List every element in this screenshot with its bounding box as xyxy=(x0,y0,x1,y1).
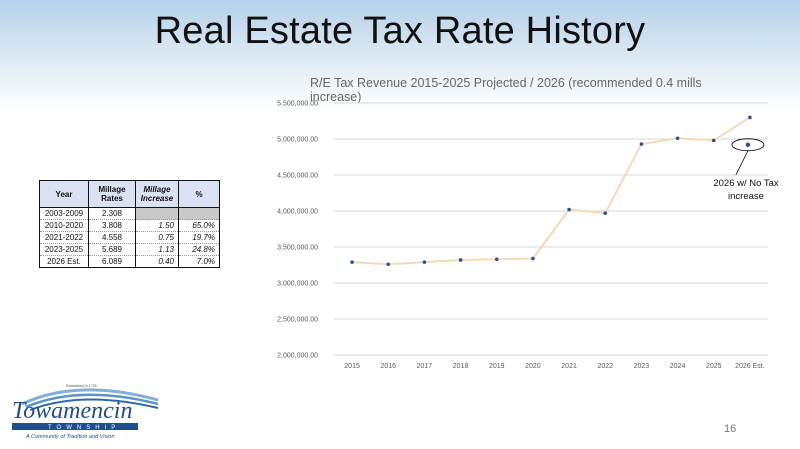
y-tick-label: 5,000,000.00 xyxy=(277,137,318,144)
data-point xyxy=(422,260,427,264)
x-axis-ticks: 2015 2016 2017 2018 2019 2020 2021 2022 2023 2024… xyxy=(344,363,764,370)
no-increase-point xyxy=(745,142,751,147)
millage-table: Year Millage Rates Millage Increase % 20… xyxy=(39,180,220,268)
logo-band xyxy=(12,423,138,430)
table-row: 2010-2020 3.808 1.50 65.0% xyxy=(39,219,220,232)
logo-graphic: Established in 1728 Towamencin TOWNSHIP … xyxy=(12,384,159,440)
data-point xyxy=(748,115,752,120)
cell-percent: 65.0% xyxy=(178,219,220,232)
y-tick-label: 2,000,000.00 xyxy=(277,353,318,360)
y-tick-label: 2,500,000.00 xyxy=(277,317,318,324)
revenue-series-line xyxy=(352,116,751,266)
logo-tagline: A Community of Tradition and Vision xyxy=(25,434,115,440)
millage-table-header: Year Millage Rates Millage Increase % xyxy=(39,180,220,208)
logo-arc xyxy=(29,398,159,411)
x-tick-label: 2015 xyxy=(344,363,360,370)
data-point xyxy=(531,256,535,261)
no-increase-marker xyxy=(731,138,765,175)
cell-percent: 24.8% xyxy=(178,243,220,256)
header-background xyxy=(0,0,800,110)
x-tick-label: 2020 xyxy=(525,363,541,370)
y-tick-label: 3,500,000.00 xyxy=(277,245,318,252)
logo-subtitle: TOWNSHIP xyxy=(48,425,120,431)
y-tick-label: 5,500,000.00 xyxy=(277,101,318,108)
data-point xyxy=(639,142,644,146)
x-tick-label: 2023 xyxy=(634,363,650,370)
data-point xyxy=(458,258,463,262)
chart-title: R/E Tax Revenue 2015-2025 Projected / 20… xyxy=(310,76,702,104)
x-tick-label: 2022 xyxy=(597,363,613,370)
cell-increase xyxy=(135,207,179,220)
x-tick-label: 2019 xyxy=(489,363,505,370)
annotation-leader xyxy=(735,150,749,175)
data-markers xyxy=(350,115,752,267)
header-percent: % xyxy=(178,180,220,208)
x-tick-label: 2021 xyxy=(561,363,577,370)
x-tick-label: 2026 Est. xyxy=(735,363,765,370)
logo-arc xyxy=(21,388,159,406)
x-tick-label: 2018 xyxy=(453,363,469,370)
data-point xyxy=(711,138,716,143)
cell-percent xyxy=(178,207,220,220)
y-tick-label: 3,000,000.00 xyxy=(277,281,318,288)
slide-title: Real Estate Tax Rate History xyxy=(154,10,646,52)
y-tick-label: 4,500,000.00 xyxy=(277,173,318,180)
towamencin-logo: Established in 1728 Towamencin TOWNSHIP … xyxy=(8,382,168,444)
logo-name: Towamencin xyxy=(12,398,132,424)
y-tick-label: 4,000,000.00 xyxy=(277,209,318,216)
cell-percent: 19.7% xyxy=(178,231,220,244)
header-millage-rates: Millage Rates xyxy=(88,180,136,208)
header-millage-increase: Millage Increase xyxy=(135,180,179,208)
logo-established: Established in 1728 xyxy=(66,384,97,388)
y-axis-ticks: 2,000,000.00 2,500,000.00 3,000,000.00 3,50… xyxy=(277,101,318,360)
data-point xyxy=(675,136,680,141)
no-increase-annotation: 2026 w/ No Tax increase xyxy=(713,178,779,202)
logo-arc xyxy=(25,393,159,409)
data-point xyxy=(603,211,608,215)
x-tick-label: 2016 xyxy=(380,363,396,370)
x-tick-label: 2025 xyxy=(706,363,722,370)
data-point xyxy=(494,257,499,262)
page-number: 16 xyxy=(724,423,737,435)
x-tick-label: 2024 xyxy=(670,363,686,370)
data-point xyxy=(350,260,354,264)
table-row: 2026 Est. 6.089 0.40 7.0% xyxy=(39,255,220,268)
data-point xyxy=(386,262,391,267)
cell-percent: 7.0% xyxy=(178,255,220,268)
table-row: 2021-2022 4.558 0.75 19.7% xyxy=(39,231,220,244)
data-point xyxy=(567,207,571,212)
table-row: 2003-2009 2.308 xyxy=(39,207,220,220)
header-year: Year xyxy=(39,180,89,208)
table-row: 2023-2025 5.689 1.13 24.8% xyxy=(39,243,220,256)
grid-lines xyxy=(334,102,768,356)
x-tick-label: 2017 xyxy=(417,363,433,370)
